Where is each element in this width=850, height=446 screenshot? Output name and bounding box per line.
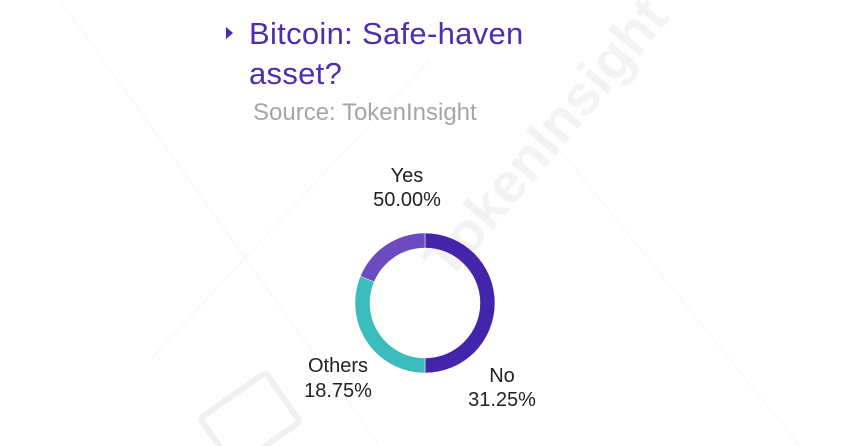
chart-subtitle: Source: TokenInsight bbox=[253, 99, 477, 126]
chart-title: Bitcoin: Safe-haven asset? bbox=[249, 16, 524, 91]
label-others-name: Others bbox=[308, 355, 368, 377]
slice-others bbox=[360, 232, 426, 283]
chart-header: Bitcoin: Safe-haven asset? Source: Token… bbox=[226, 14, 606, 128]
label-yes-name: Yes bbox=[391, 165, 424, 187]
label-others-value: 18.75% bbox=[304, 380, 372, 402]
label-no-name: No bbox=[489, 365, 515, 387]
slice-yes bbox=[424, 232, 496, 374]
label-no-value: 31.25% bbox=[468, 389, 536, 411]
donut-slices bbox=[354, 232, 496, 374]
caret-right-icon bbox=[226, 27, 233, 39]
label-yes-value: 50.00% bbox=[373, 189, 441, 211]
